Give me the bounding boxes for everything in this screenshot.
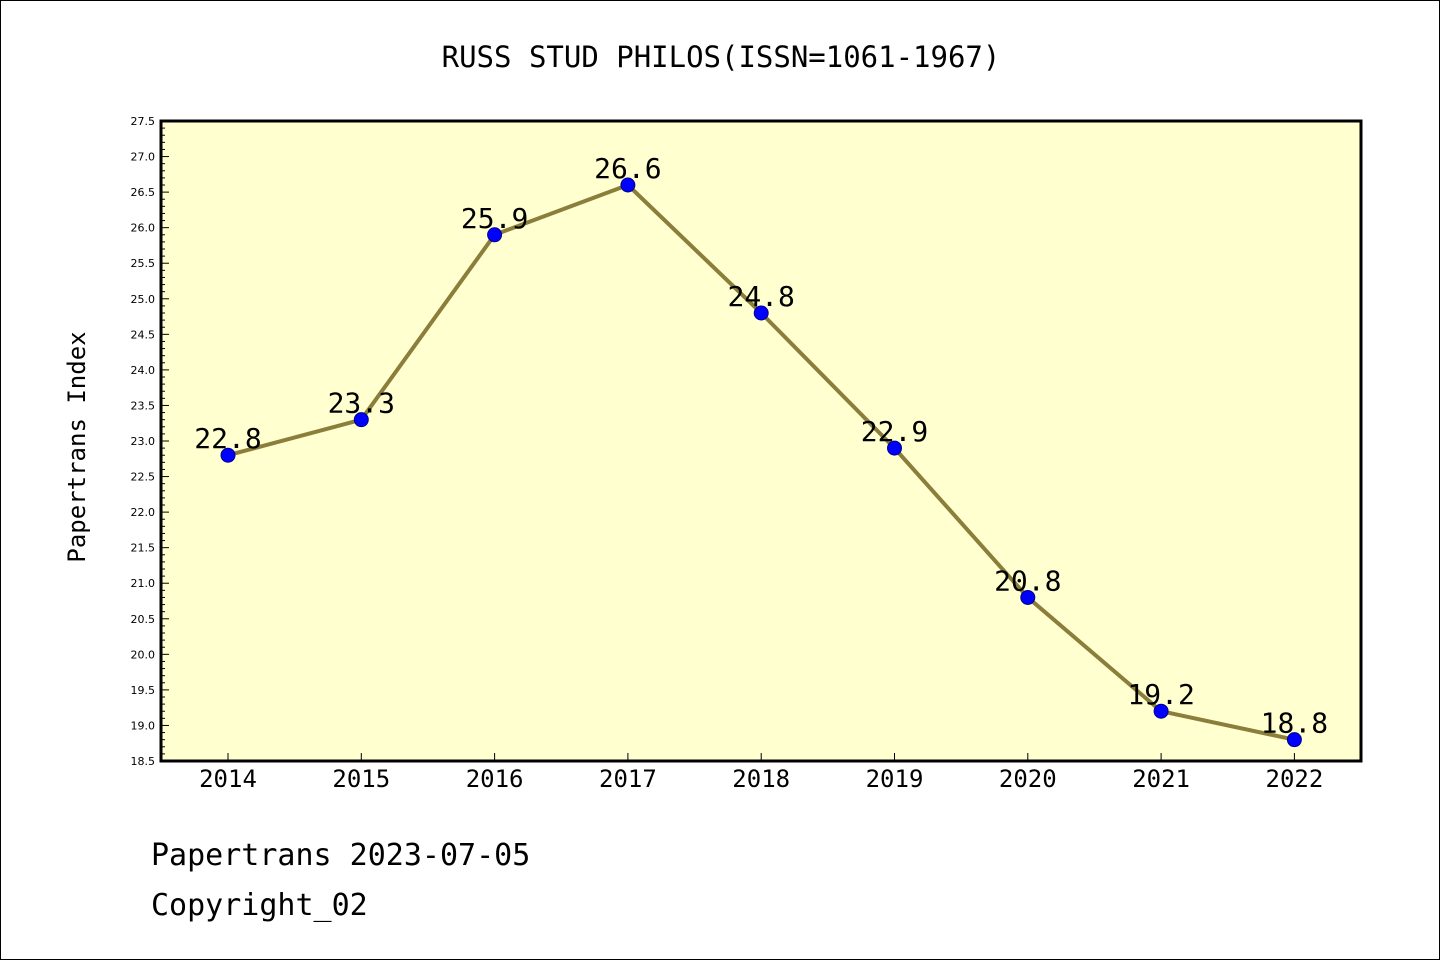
y-axis-ticks: 18.5 19.0 19.5 20.0 20.5 21.0 21.5 22.0 22.5 23.0… [131, 115, 169, 768]
x-axis-ticks: 2014 2015 2016 2017 2018 2019 2020 2021 2022 [199, 753, 1323, 793]
data-labels: 22.8 23.3 25.9 26.6 24.8 22.9 20.8 19.2 18.8 [194, 152, 1328, 740]
y-tick-label: 20.5 [131, 613, 156, 626]
y-tick-label: 22.5 [131, 471, 156, 484]
y-tick-label: 20.0 [131, 648, 156, 661]
x-tick-label: 2014 [199, 765, 257, 793]
data-point [887, 440, 902, 456]
y-tick-label: 23.5 [131, 399, 156, 412]
data-label: 18.8 [1261, 707, 1328, 740]
x-tick-label: 2020 [999, 765, 1057, 793]
data-point [1020, 589, 1036, 605]
y-tick-label: 21.0 [131, 577, 156, 590]
x-tick-label: 2019 [866, 765, 924, 793]
x-tick-label: 2017 [599, 765, 657, 793]
y-tick-label: 22.0 [131, 506, 156, 519]
footer-copyright: Copyright_02 [151, 888, 368, 923]
plot-area [159, 119, 1363, 763]
y-tick-label: 23.0 [131, 435, 156, 448]
data-point [353, 412, 369, 428]
x-tick-label: 2015 [332, 765, 390, 793]
y-tick-label: 24.5 [131, 328, 156, 341]
data-label: 23.3 [328, 387, 395, 420]
chart-title: RUSS STUD PHILOS(ISSN=1061-1967) [442, 40, 1001, 74]
y-tick-label: 24.0 [131, 364, 156, 377]
data-label: 25.9 [461, 202, 528, 235]
y-tick-label: 25.5 [131, 257, 156, 270]
y-tick-label: 19.0 [131, 719, 156, 732]
data-point [753, 305, 769, 321]
x-tick-label: 2022 [1266, 765, 1324, 793]
data-points [220, 177, 1302, 748]
data-label: 19.2 [1127, 678, 1194, 711]
data-label: 22.8 [194, 422, 261, 455]
y-tick-label: 19.5 [131, 684, 156, 697]
data-label: 22.9 [861, 415, 928, 448]
data-label: 20.8 [994, 564, 1061, 597]
x-tick-label: 2021 [1132, 765, 1190, 793]
x-tick-label: 2016 [466, 765, 524, 793]
data-point [1153, 703, 1169, 719]
y-axis-label: Papertrans Index [63, 331, 91, 562]
data-label: 24.8 [727, 280, 794, 313]
y-tick-label: 26.0 [131, 222, 156, 235]
y-tick-label: 18.5 [131, 755, 156, 768]
data-point [487, 227, 503, 243]
data-point [620, 177, 636, 193]
y-tick-label: 26.5 [131, 186, 156, 199]
footer-date: Papertrans 2023-07-05 [151, 838, 530, 873]
y-tick-label: 27.0 [131, 151, 156, 164]
data-label: 26.6 [594, 152, 661, 185]
data-point [1286, 732, 1302, 748]
data-point [220, 447, 236, 463]
y-tick-label: 25.0 [131, 293, 156, 306]
y-tick-label: 27.5 [131, 115, 156, 128]
y-tick-label: 21.5 [131, 542, 156, 555]
x-tick-label: 2018 [732, 765, 790, 793]
